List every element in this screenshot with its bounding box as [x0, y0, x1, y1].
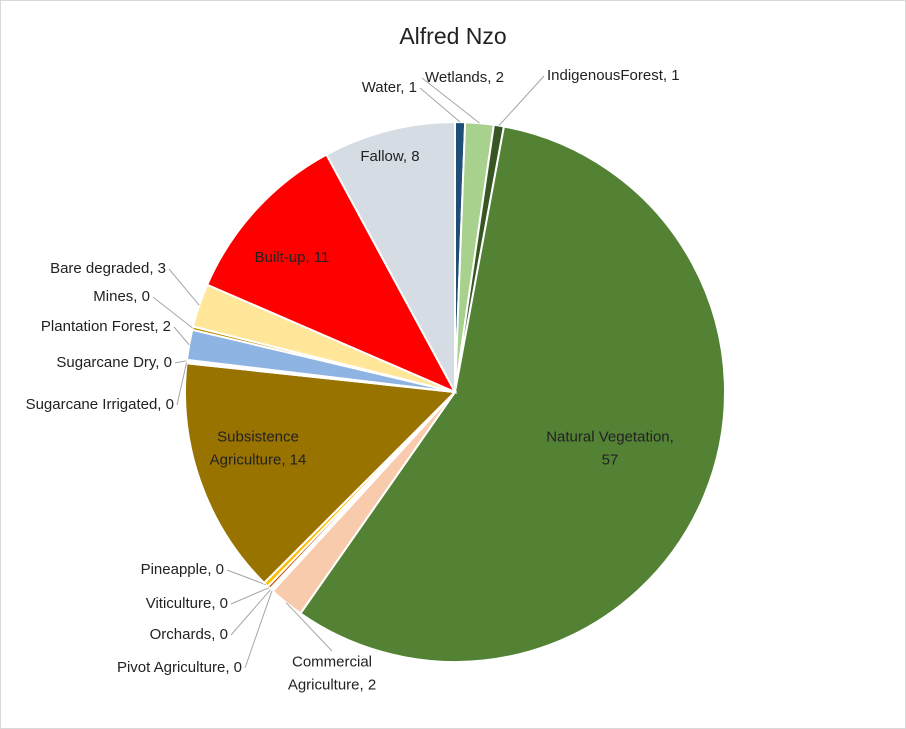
data-label: Pineapple, 0 — [141, 561, 224, 578]
leader-line — [174, 360, 187, 364]
data-label: Built-up, 11 — [255, 249, 330, 266]
pie-slice — [299, 125, 726, 663]
data-label: Viticulture, 0 — [146, 595, 228, 612]
data-label: Plantation Forest, 2 — [41, 318, 171, 335]
data-label: Fallow, 8 — [360, 148, 419, 165]
leader-line — [419, 87, 461, 123]
pie-slice — [184, 362, 458, 585]
data-label: Natural Vegetation, 57 — [546, 428, 674, 468]
pie-slice — [205, 153, 458, 395]
data-label: Commercial Agriculture, 2 — [288, 653, 376, 693]
data-label: Mines, 0 — [93, 288, 150, 305]
leader-line — [230, 589, 272, 636]
data-label: Pivot Agriculture, 0 — [117, 659, 242, 676]
data-label: Sugarcane Irrigated, 0 — [26, 396, 174, 413]
data-label: Orchards, 0 — [150, 626, 228, 643]
data-label: Bare degraded, 3 — [50, 260, 166, 277]
data-label: Water, 1 — [362, 79, 417, 96]
leader-line — [176, 362, 188, 406]
data-label: IndigenousForest, 1 — [547, 67, 680, 84]
leader-line — [168, 268, 200, 306]
pie-slice — [325, 120, 456, 393]
chart-title: Alfred Nzo — [399, 23, 506, 49]
leader-line — [226, 569, 267, 586]
data-label: Subsistence Agriculture, 14 — [210, 428, 307, 468]
leader-line — [244, 590, 273, 669]
leader-line — [498, 75, 545, 126]
leader-line — [421, 77, 480, 124]
leader-line — [173, 326, 190, 346]
data-label: Wetlands, 2 — [425, 69, 504, 86]
leader-line — [230, 587, 270, 605]
leader-line — [152, 296, 193, 329]
data-label: Sugarcane Dry, 0 — [56, 354, 172, 371]
leader-line — [285, 602, 333, 652]
